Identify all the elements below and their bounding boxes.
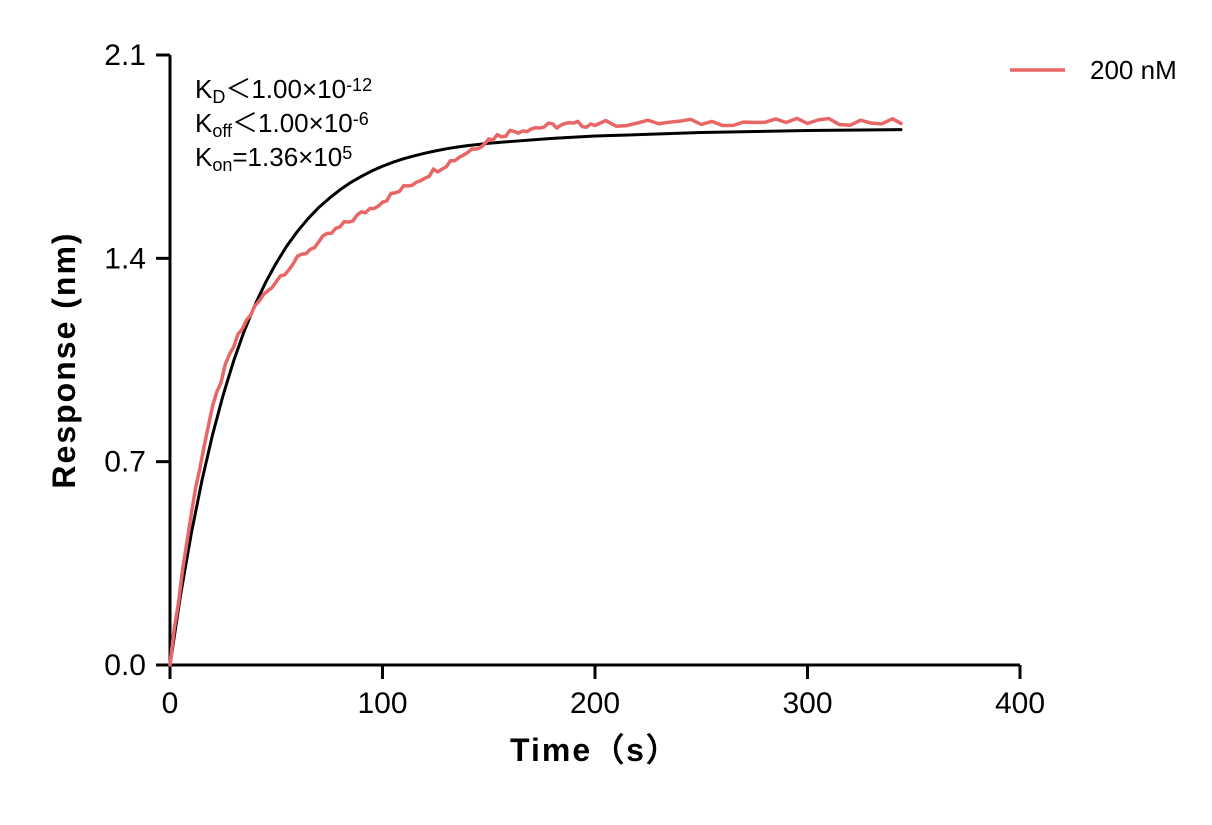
y-tick-label: 2.1 bbox=[104, 39, 146, 72]
y-axis-label: Response (nm) bbox=[46, 231, 82, 488]
x-tick-label: 100 bbox=[357, 687, 407, 720]
y-tick-label: 1.4 bbox=[104, 242, 146, 275]
series-200nM bbox=[170, 118, 901, 665]
kinetics-chart: 0 100 200 300 400 Time（s） 0.0 0.7 1.4 2.1 Response… bbox=[0, 0, 1212, 825]
x-tick-label: 0 bbox=[162, 687, 179, 720]
x-tick-label: 400 bbox=[995, 687, 1045, 720]
annotation-line-2: Kon=1.36×105 bbox=[195, 142, 352, 175]
x-axis-label: Time（s） bbox=[510, 732, 680, 768]
x-tick-label: 300 bbox=[782, 687, 832, 720]
y-tick-label: 0.7 bbox=[104, 446, 146, 479]
annotation-line-1: Koff＜1.00×10-6 bbox=[195, 108, 369, 141]
legend-label: 200 nM bbox=[1090, 55, 1177, 85]
chart-svg: 0 100 200 300 400 Time（s） 0.0 0.7 1.4 2.1 Response… bbox=[0, 0, 1212, 825]
annotation-line-0: KD＜1.00×10-12 bbox=[195, 74, 372, 107]
series-fit bbox=[170, 130, 901, 665]
y-tick-label: 0.0 bbox=[104, 649, 146, 682]
x-tick-label: 200 bbox=[570, 687, 620, 720]
